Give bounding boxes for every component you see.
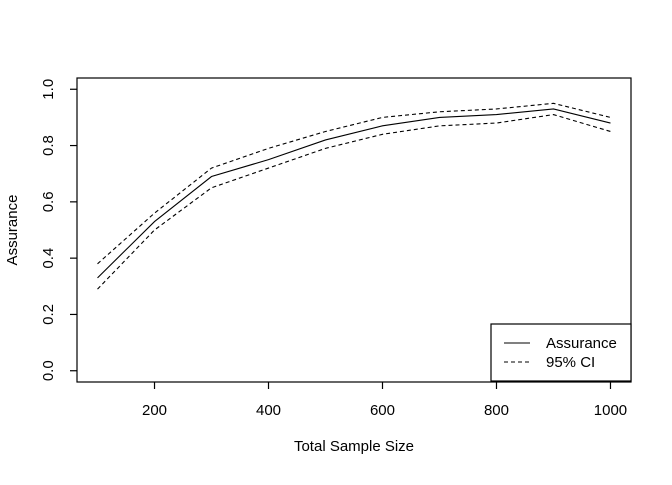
y-tick-label: 0.0 [40, 360, 57, 381]
legend-label: 95% CI [546, 354, 595, 371]
x-tick-label: 600 [370, 402, 395, 419]
series-line-95-ci-upper [97, 102, 611, 265]
legend-box [490, 323, 632, 382]
plot-box [76, 77, 632, 383]
series-line-95-ci-lower [97, 114, 611, 290]
y-tick-label: 0.4 [40, 248, 57, 269]
y-tick-label: 0.2 [40, 304, 57, 325]
y-tick-label: 1.0 [40, 79, 57, 100]
x-tick-label: 800 [484, 402, 509, 419]
y-tick-label: 0.8 [40, 135, 57, 156]
x-tick-label: 200 [142, 402, 167, 419]
x-tick-label: 1000 [594, 402, 627, 419]
legend-label: Assurance [546, 335, 617, 352]
x-tick-label: 400 [256, 402, 281, 419]
x-axis-title: Total Sample Size [294, 438, 414, 455]
y-tick-label: 0.6 [40, 191, 57, 212]
series-line-assurance [97, 108, 611, 279]
y-axis-title: Assurance [4, 195, 21, 266]
